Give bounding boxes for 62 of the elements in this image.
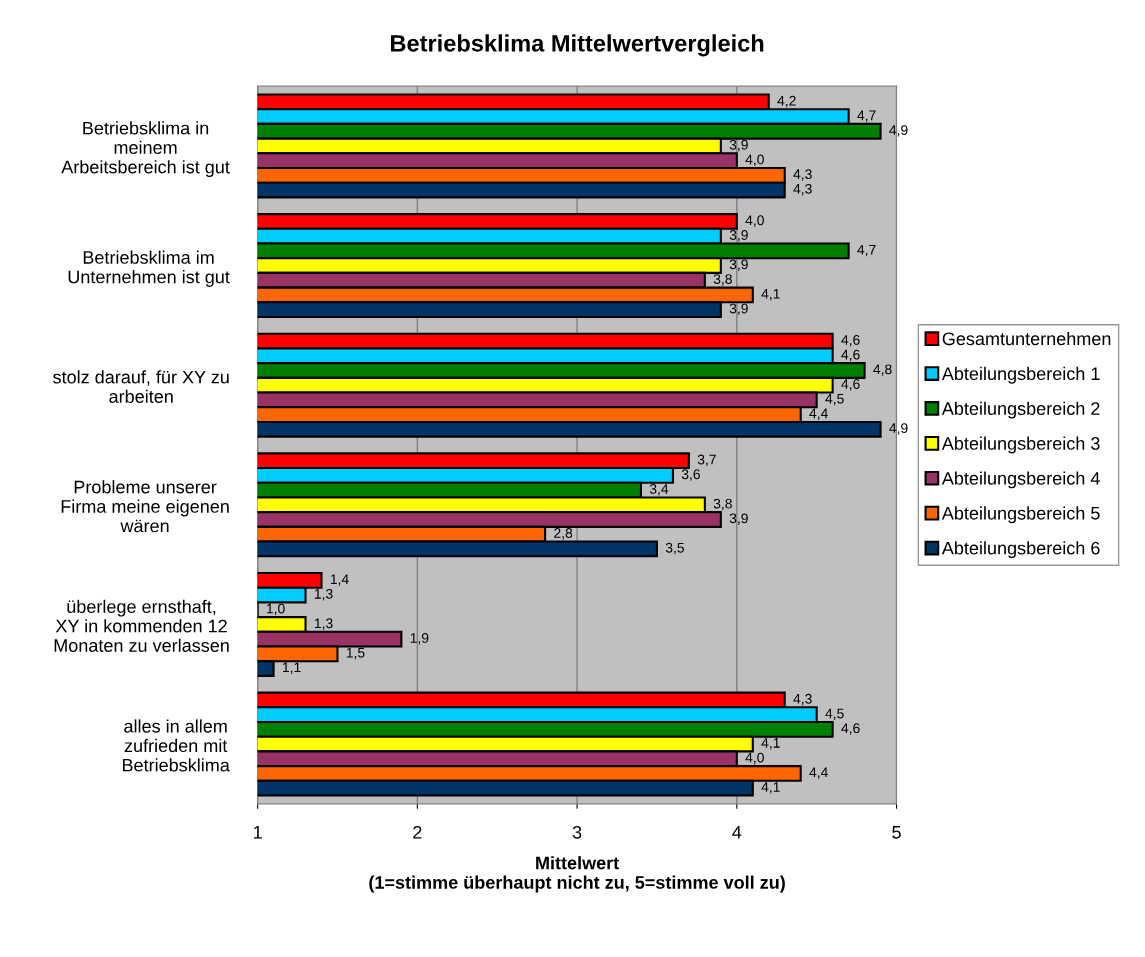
data-label: 3,9 [729, 303, 748, 316]
data-label: 3,9 [729, 230, 748, 242]
data-label: 4,5 [825, 708, 844, 721]
x-axis-title: Mittelwert (1=stimme überhaupt nicht zu, 5=stimme voll zu) [369, 856, 785, 893]
y-tick-label: alles in allem zufrieden mit Betriebsklima [122, 719, 230, 772]
data-label: 4,6 [841, 723, 860, 735]
data-label: 1,4 [330, 574, 349, 586]
data-label: 4,4 [809, 767, 828, 779]
y-tick-label: stolz darauf, für XY zu arbeiten [53, 370, 229, 403]
data-label: 3,9 [729, 513, 748, 525]
legend-label: Abteilungsbereich 1 [941, 366, 1100, 384]
data-label: 2,8 [554, 528, 573, 540]
data-label: 1,0 [267, 603, 285, 616]
legend-label: Abteilungsbereich 2 [941, 401, 1100, 419]
legend-label: Abteilungsbereich 6 [941, 541, 1100, 559]
legend-label: Abteilungsbereich 3 [941, 436, 1100, 454]
y-tick-label: überlege ernsthaft, XY in kommenden 12 Monaten zu verlassen [54, 599, 229, 652]
data-label: 1,3 [314, 588, 333, 601]
data-label: 3,9 [729, 259, 748, 271]
y-tick-label: Betriebsklima in meinem Arbeitsbereich ist gut [61, 121, 230, 177]
x-tick-label: 5 [892, 826, 901, 839]
data-label: 4,6 [841, 379, 860, 391]
data-label: 4,3 [793, 183, 812, 196]
data-label: 4,9 [889, 125, 908, 137]
y-tick-label: Probleme unserer Firma meine eigenen wären [61, 480, 229, 533]
x-tick-label: 4 [732, 826, 742, 839]
data-label: 4,4 [809, 408, 828, 420]
x-tick-label: 3 [572, 825, 582, 839]
data-label: 3,4 [649, 484, 669, 496]
data-label: 1,9 [410, 633, 429, 645]
data-label: 4,5 [825, 393, 844, 406]
chart-title: Betriebsklima Mittelwertvergleich [391, 34, 764, 57]
data-label: 1,3 [314, 618, 333, 630]
x-tick-label: 1 [253, 826, 262, 839]
data-label: 3,7 [697, 454, 716, 467]
data-label: 3,6 [681, 469, 700, 481]
data-label: 4,0 [745, 215, 764, 227]
data-label: 4,3 [793, 169, 812, 181]
data-label: 3,9 [729, 139, 748, 152]
data-label: 1,1 [282, 662, 301, 674]
data-label: 3,5 [665, 542, 684, 555]
data-label: 4,2 [777, 95, 796, 108]
data-label: 4,6 [841, 349, 860, 362]
data-label: 4,9 [889, 423, 908, 435]
data-label: 4,3 [793, 693, 812, 706]
data-label: 3,8 [713, 274, 732, 286]
data-label: 4,0 [745, 154, 764, 167]
data-label: 4,8 [873, 364, 892, 376]
legend-label: Abteilungsbereich 4 [941, 471, 1100, 489]
data-label: 1,5 [346, 647, 365, 660]
data-label: 4,1 [761, 289, 780, 301]
data-label: 4,6 [841, 335, 860, 347]
legend-label: Gesamtunternehmen [942, 331, 1111, 346]
x-tick-label: 2 [413, 825, 422, 839]
data-label: 4,1 [761, 738, 780, 750]
data-label: 4,7 [857, 110, 876, 122]
legend-label: Abteilungsbereich 5 [941, 506, 1100, 524]
y-tick-label: Betriebsklima im Unternehmen ist gut [68, 250, 230, 287]
data-label: 3,8 [713, 498, 732, 511]
data-label: 4,0 [745, 752, 764, 765]
data-label: 4,1 [761, 782, 780, 794]
data-label: 4,7 [857, 244, 876, 257]
